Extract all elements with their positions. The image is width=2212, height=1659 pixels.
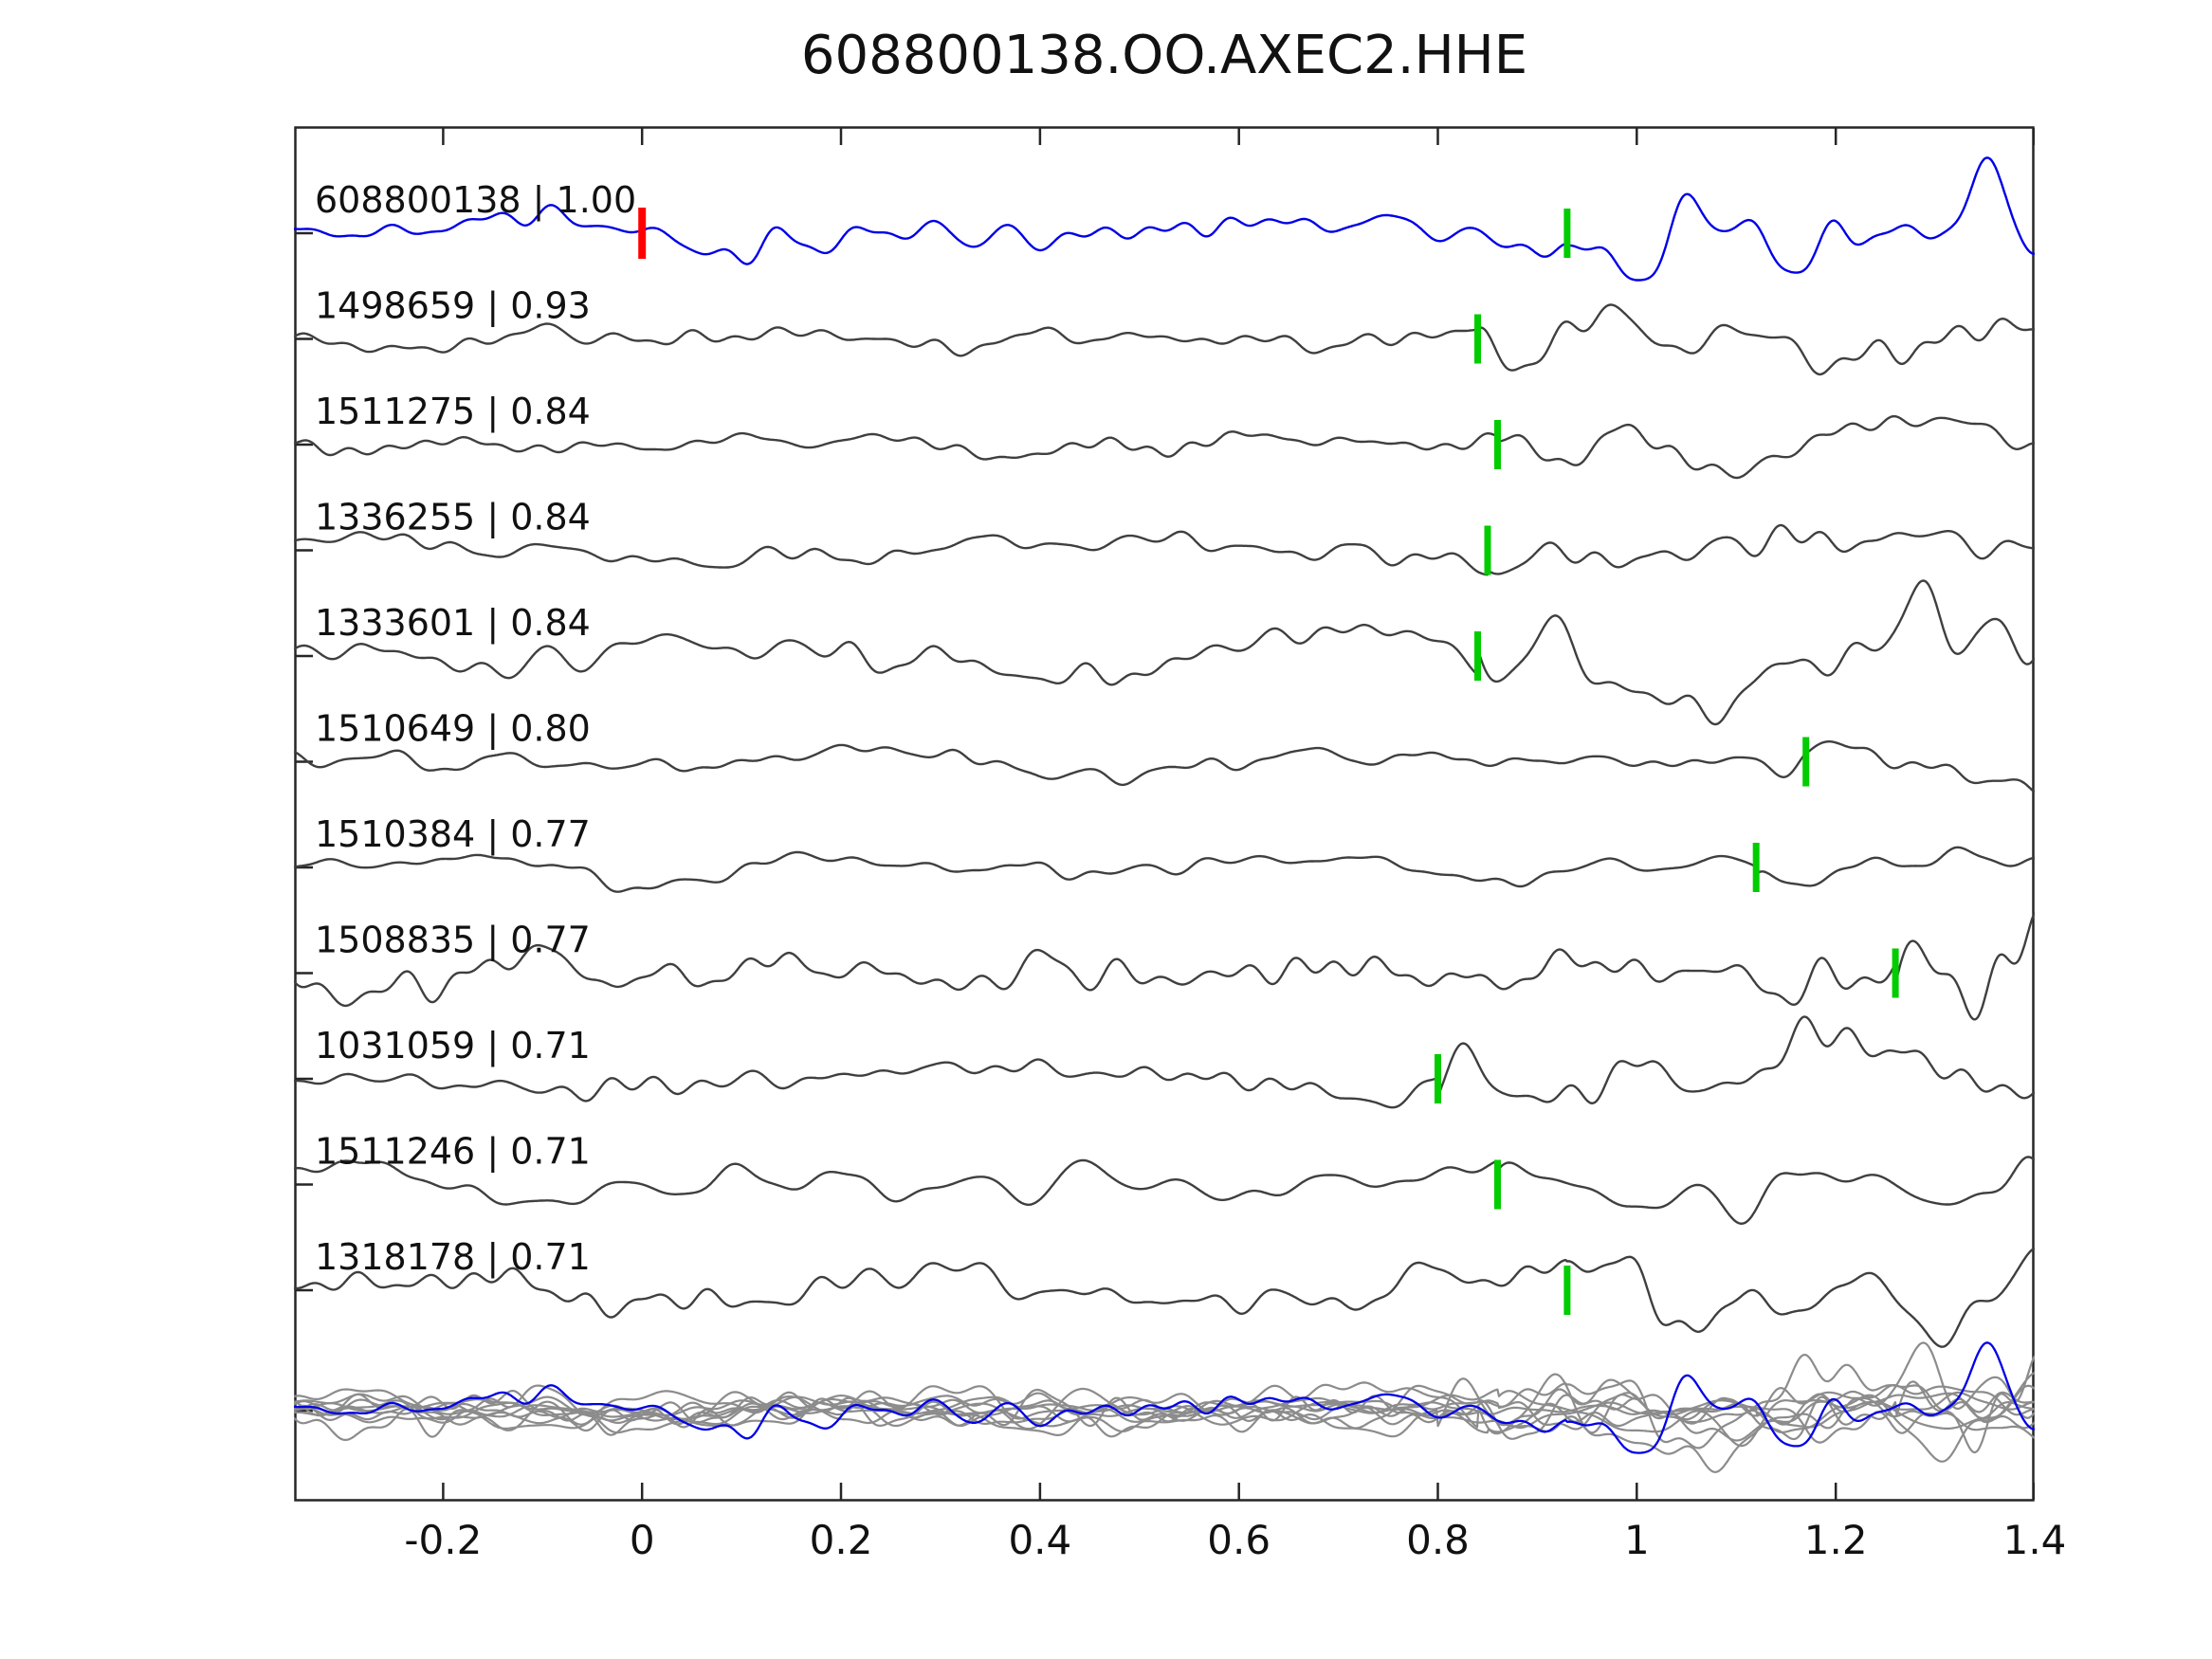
trace-label: 1318178 | 0.71: [315, 1236, 591, 1279]
trace-label: 608800138 | 1.00: [315, 179, 636, 222]
trace-label: 1510649 | 0.80: [315, 708, 591, 751]
x-tick-label: 0: [629, 1517, 655, 1563]
trace-label: 1510384 | 0.77: [315, 813, 591, 856]
trace-label: 1511246 | 0.71: [315, 1131, 591, 1174]
waveform-trace-1510384: [294, 846, 2035, 893]
waveform-trace-1511275: [294, 414, 2035, 480]
overlay-trace: [294, 1384, 2035, 1442]
x-tick-label: 0.6: [1207, 1517, 1271, 1563]
waveform-trace-1498659: [294, 303, 2035, 376]
waveform-trace-1508835: [294, 911, 2035, 1021]
waveform-trace-608800138: [294, 156, 2035, 282]
overlay-reference-trace: [294, 1341, 2035, 1454]
overlay-trace: [294, 1391, 2035, 1434]
x-tick-label: 1.4: [2002, 1517, 2067, 1563]
x-tick-label: 1: [1623, 1517, 1650, 1563]
plot-area: 608800138 | 1.00 1498659 | 0.93 1511275 | …: [294, 126, 2035, 1502]
trace-label: 1031059 | 0.71: [315, 1025, 591, 1067]
trace-label: 1508835 | 0.77: [315, 920, 591, 962]
waveform-trace-1510649: [294, 740, 2035, 793]
x-tick-label: 0.8: [1406, 1517, 1470, 1563]
trace-label: 1498659 | 0.93: [315, 285, 591, 328]
x-tick-label: 1.2: [1803, 1517, 1868, 1563]
trace-label: 1333601 | 0.84: [315, 602, 591, 645]
trace-label: 1336255 | 0.84: [315, 497, 591, 539]
x-tick-label: -0.2: [404, 1517, 483, 1563]
waveform-canvas: 608800138 | 1.00 1498659 | 0.93 1511275 | …: [294, 126, 2035, 1502]
x-tick-label: 0.4: [1008, 1517, 1072, 1563]
waveform-trace-1333601: [294, 579, 2035, 726]
waveform-trace-1318178: [294, 1247, 2035, 1348]
overlay-trace: [294, 1372, 2035, 1463]
waveform-trace-1511246: [294, 1156, 2035, 1225]
figure-title: 608800138.OO.AXEC2.HHE: [800, 25, 1528, 86]
plot-border: [294, 126, 2035, 1502]
trace-label: 1511275 | 0.84: [315, 391, 591, 433]
waveform-trace-1336255: [294, 523, 2035, 576]
overlay-trace: [294, 1354, 2035, 1438]
x-tick-label: 0.2: [809, 1517, 873, 1563]
waveform-trace-1031059: [294, 1015, 2035, 1109]
